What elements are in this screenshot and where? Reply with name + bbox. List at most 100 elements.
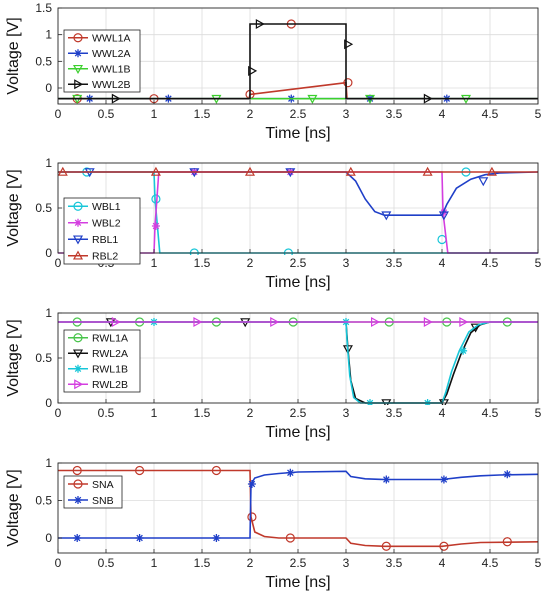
x-tick-label: 2 [247, 256, 254, 270]
data-point [247, 480, 256, 488]
series-line [58, 23, 538, 100]
x-tick-label: 2.5 [290, 107, 307, 121]
data-point [212, 534, 221, 542]
data-point [439, 475, 448, 484]
data-point [503, 470, 512, 479]
data-point [73, 534, 82, 542]
x-tick-label: 0 [55, 556, 62, 570]
legend-item-wwl1a: WWL1A [68, 33, 131, 45]
data-point [423, 316, 433, 328]
x-tick-label: 5 [535, 406, 542, 420]
x-tick-label: 1.5 [194, 107, 211, 121]
x-tick-label: 1 [151, 256, 158, 270]
x-tick-label: 4.5 [482, 556, 499, 570]
legend-label: WWL1B [92, 64, 131, 76]
data-point [270, 316, 280, 328]
legend-label: RWL1A [92, 333, 128, 345]
legend-item-rwl1a: RWL1A [68, 333, 128, 345]
legend-label: RWL2B [92, 379, 128, 391]
y-axis-label: Voltage [V] [5, 169, 22, 246]
x-tick-label: 4 [439, 406, 446, 420]
legend-box [63, 475, 123, 509]
legend-marker [74, 496, 82, 504]
x-tick-label: 4.5 [482, 256, 499, 270]
y-tick-label: 0.5 [35, 54, 52, 68]
y-tick-label: 1 [45, 28, 52, 42]
data-point [486, 166, 497, 176]
x-tick-label: 3 [343, 556, 350, 570]
series-sna [58, 465, 538, 551]
legend-label: RBL2 [92, 251, 118, 263]
legend: WWL1A WWL2A WWL1B WWL2B [63, 29, 141, 93]
x-tick-label: 2.5 [290, 556, 307, 570]
legend-item-rwl2a: RWL2A [68, 348, 128, 360]
y-tick-label: 0 [45, 81, 52, 95]
x-tick-label: 1.5 [194, 556, 211, 570]
legend-marker [72, 349, 84, 359]
x-tick-label: 4 [439, 107, 446, 121]
data-point [247, 512, 257, 522]
legend-item-wbl2: WBL2 [68, 218, 121, 230]
y-tick-label: 0 [45, 246, 52, 260]
y-axis-label: Voltage [V] [5, 319, 22, 396]
legend-item-wwl2a: WWL2A [68, 48, 131, 60]
legend-item-snb: SNB [68, 495, 114, 507]
legend-marker [73, 201, 83, 211]
y-tick-label: 1 [45, 456, 52, 470]
legend-marker [72, 64, 84, 74]
legend-label: SNB [92, 495, 114, 507]
data-point [502, 537, 512, 547]
legend-item-wbl1: WBL1 [68, 201, 121, 213]
x-tick-label: 3 [343, 406, 350, 420]
legend-marker [74, 49, 82, 58]
x-tick-label: 0 [55, 107, 62, 121]
x-tick-label: 3 [343, 107, 350, 121]
x-tick-label: 2 [247, 406, 254, 420]
y-ticks: 00.51 [35, 156, 62, 260]
legend-item-rwl1b: RWL1B [68, 364, 128, 376]
data-point [58, 166, 68, 176]
x-tick-label: 2.5 [290, 256, 307, 270]
x-tick-label: 5 [535, 256, 542, 270]
data-point [255, 18, 265, 30]
legend-label: WWL1A [92, 33, 131, 45]
legend: WBL1 WBL2 RBL1 RBL2 [63, 197, 141, 265]
series-line [58, 470, 538, 539]
y-tick-label: 1.5 [35, 1, 52, 15]
legend-item-rbl2: RBL2 [68, 250, 118, 263]
x-tick-label: 3.5 [386, 556, 403, 570]
x-tick-label: 5 [535, 556, 542, 570]
legend-marker [74, 218, 82, 227]
series-line [58, 321, 538, 404]
data-point [211, 465, 221, 476]
data-point [381, 211, 392, 221]
x-tick-label: 0.5 [98, 556, 115, 570]
x-tick-label: 2 [247, 107, 254, 121]
y-tick-label: 0 [45, 396, 52, 410]
y-tick-label: 0.5 [35, 351, 52, 365]
x-tick-label: 2.5 [290, 406, 307, 420]
data-point [248, 65, 258, 76]
data-point [151, 222, 160, 230]
data-point [345, 166, 356, 176]
x-tick-label: 3.5 [386, 107, 403, 121]
x-ticks: 0 0.5 1 1.5 2 2.5 3 3.5 4 4.5 5 [55, 399, 542, 420]
x-tick-label: 0.5 [98, 406, 115, 420]
x-tick-label: 5 [535, 107, 542, 121]
y-tick-label: 0.5 [35, 494, 52, 508]
legend-label: RWL1B [92, 364, 128, 376]
x-tick-label: 1 [151, 107, 158, 121]
legend-label: WBL2 [92, 218, 121, 230]
data-point [371, 316, 381, 328]
legend-marker [72, 235, 84, 245]
data-point [422, 166, 433, 176]
legend-marker [74, 379, 84, 390]
data-point [382, 475, 391, 484]
series-rbl2 [58, 166, 538, 176]
panel-1: 0 0.5 1 1.5 2 2.5 3 3.5 4 4.5 5 0 0.5 1 1.5 Time [ns] Vo… [5, 1, 542, 142]
y-ticks: 00.51 [35, 306, 62, 410]
data-point [111, 93, 121, 104]
legend-item-wwl1b: WWL1B [68, 64, 131, 76]
data-point [307, 94, 318, 104]
